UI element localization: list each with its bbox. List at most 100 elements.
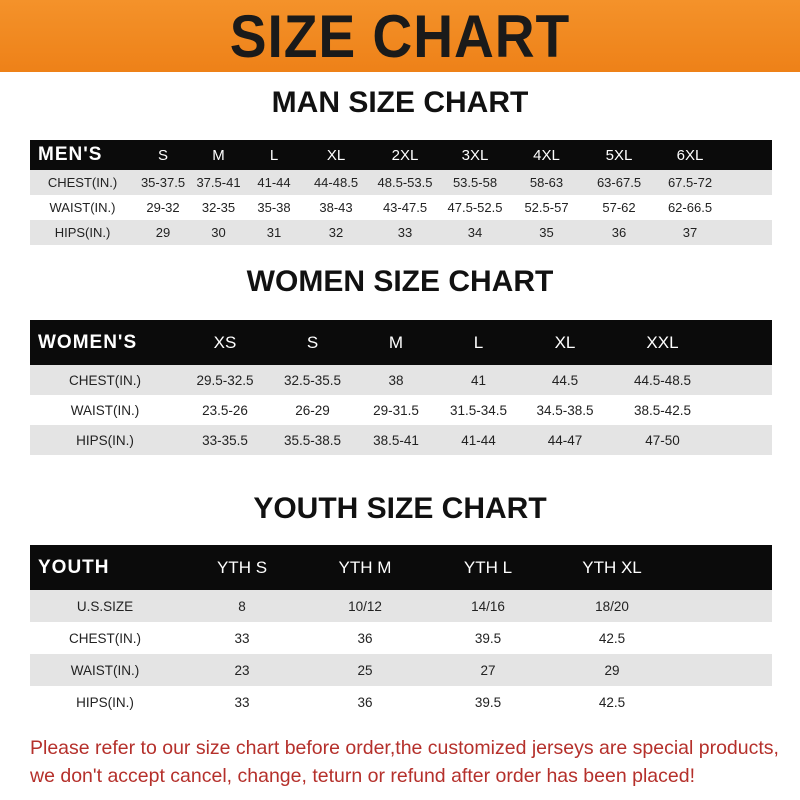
- measurement-cell: 23.5-26: [202, 402, 248, 418]
- header-row: YOUTH YTH S YTH M YTH L YTH XL: [30, 545, 772, 590]
- size-header: 5XL: [605, 146, 633, 164]
- row-label: U.S.SIZE: [76, 598, 134, 614]
- size-header: YTH XL: [582, 557, 642, 577]
- measurement-cell: 32-35: [201, 200, 236, 215]
- measurement-cell: 27: [480, 662, 496, 678]
- size-header: S: [157, 146, 168, 164]
- row-label: HIPS(IN.): [76, 432, 134, 448]
- measurement-cell: 37: [682, 225, 698, 240]
- table-row: CHEST(IN.) 35-37.5 37.5-41 41-44 44-48.5 48.5…: [30, 170, 772, 195]
- size-header: 2XL: [391, 146, 419, 164]
- measurement-cell: 29.5-32.5: [196, 372, 254, 388]
- measurement-cell: 32: [328, 225, 344, 240]
- measurement-cell: 29-32: [146, 200, 180, 215]
- size-header: M: [388, 332, 404, 352]
- measurement-cell: 42.5: [598, 694, 626, 710]
- measurement-cell: 39.5: [474, 694, 502, 710]
- measurement-cell: 62-66.5: [667, 200, 713, 215]
- notice-line-1: Please refer to our size chart before or…: [30, 737, 779, 759]
- table-row: HIPS(IN.) 33-35.5 35.5-38.5 38.5-41 41-44 44-…: [30, 425, 772, 455]
- measurement-cell: 44-48.5: [313, 175, 359, 190]
- measurement-cell: 29: [155, 225, 171, 240]
- youth-size-table: YOUTH YTH S YTH M YTH L YTH XL U.S.SIZE 8 10/12…: [30, 545, 772, 718]
- measurement-cell: 38-43: [319, 200, 353, 215]
- row-label: WAIST(IN.): [70, 402, 140, 418]
- table-row: WAIST(IN.) 23.5-26 26-29 29-31.5 31.5-34.5 34…: [30, 395, 772, 425]
- measurement-cell: 44.5-48.5: [633, 372, 692, 388]
- measurement-cell: 47.5-52.5: [447, 200, 503, 215]
- measurement-cell: 33: [234, 630, 250, 646]
- measurement-cell: 31.5-34.5: [449, 402, 508, 418]
- measurement-cell: 32.5-35.5: [283, 372, 342, 388]
- row-label: HIPS(IN.): [76, 694, 134, 710]
- measurement-cell: 43-47.5: [382, 200, 428, 215]
- measurement-cell: 41-44: [461, 432, 496, 448]
- measurement-cell: 53.5-58: [452, 175, 498, 190]
- measurement-cell: 23: [234, 662, 250, 678]
- header-label: WOMEN'S: [38, 331, 138, 353]
- measurement-cell: 33-35.5: [202, 432, 248, 448]
- measurement-cell: 36: [357, 630, 373, 646]
- header-row: WOMEN'S XS S M L XL XXL: [30, 320, 772, 365]
- size-header: YTH S: [216, 557, 268, 577]
- header-label: MEN'S: [38, 144, 103, 165]
- measurement-cell: 44.5: [551, 372, 579, 388]
- measurement-cell: 25: [357, 662, 373, 678]
- measurement-cell: 52.5-57: [524, 200, 569, 215]
- measurement-cell: 42.5: [598, 630, 626, 646]
- women-title: WOMEN SIZE CHART: [246, 265, 554, 298]
- banner: SIZE CHART: [0, 0, 800, 72]
- table-row: HIPS(IN.) 33 36 39.5 42.5: [30, 686, 772, 718]
- measurement-cell: 58-63: [529, 175, 564, 190]
- notice-line-2: we don't accept cancel, change, teturn o…: [30, 765, 695, 787]
- measurement-cell: 35: [539, 225, 554, 240]
- measurement-cell: 63-67.5: [596, 175, 642, 190]
- size-header: XS: [213, 332, 237, 352]
- banner-title: SIZE CHART: [229, 2, 571, 70]
- measurement-cell: 33: [234, 694, 250, 710]
- size-header: 6XL: [676, 146, 704, 164]
- measurement-cell: 26-29: [295, 402, 330, 418]
- measurement-cell: 14/16: [471, 598, 505, 614]
- row-label: CHEST(IN.): [69, 372, 141, 388]
- youth-title: YOUTH SIZE CHART: [253, 492, 547, 525]
- row-label: WAIST(IN.): [49, 200, 116, 215]
- measurement-cell: 48.5-53.5: [377, 175, 433, 190]
- size-header: L: [269, 146, 279, 164]
- table-row: U.S.SIZE 8 10/12 14/16 18/20: [30, 590, 772, 622]
- table-row: CHEST(IN.) 33 36 39.5 42.5: [30, 622, 772, 654]
- measurement-cell: 57-62: [602, 200, 636, 215]
- men-size-table: MEN'S S M L XL 2XL 3XL 4XL 5XL 6XL CHEST(IN.) 35-37…: [30, 140, 772, 245]
- size-header: 3XL: [461, 146, 489, 164]
- table-row: WAIST(IN.) 23 25 27 29: [30, 654, 772, 686]
- measurement-cell: 37.5-41: [196, 175, 241, 190]
- header-row: MEN'S S M L XL 2XL 3XL 4XL 5XL 6XL: [30, 140, 772, 170]
- measurement-cell: 18/20: [595, 598, 629, 614]
- measurement-cell: 36: [611, 225, 627, 240]
- measurement-cell: 35-37.5: [140, 175, 186, 190]
- measurement-cell: 41-44: [257, 175, 291, 190]
- women-size-table: WOMEN'S XS S M L XL XXL CHEST(IN.) 29.5-32.5 32.5…: [30, 320, 772, 455]
- size-header: XL: [554, 332, 576, 352]
- measurement-cell: 44-47: [547, 432, 583, 448]
- measurement-cell: 41: [470, 372, 487, 388]
- measurement-cell: 29-31.5: [373, 402, 419, 418]
- measurement-cell: 35-38: [257, 200, 291, 215]
- measurement-cell: 38: [388, 372, 404, 388]
- table-row: CHEST(IN.) 29.5-32.5 32.5-35.5 38 41 44.5 44.5…: [30, 365, 772, 395]
- measurement-cell: 35.5-38.5: [283, 432, 342, 448]
- measurement-cell: 31: [266, 225, 282, 240]
- size-header: XL: [326, 146, 346, 164]
- row-label: WAIST(IN.): [70, 662, 140, 678]
- header-label: YOUTH: [38, 556, 110, 578]
- measurement-cell: 8: [238, 598, 246, 614]
- measurement-cell: 33: [397, 225, 413, 240]
- table-row: WAIST(IN.) 29-32 32-35 35-38 38-43 43-47.5 47.…: [30, 195, 772, 220]
- measurement-cell: 10/12: [348, 598, 382, 614]
- row-label: CHEST(IN.): [47, 175, 118, 190]
- size-header: 4XL: [533, 146, 560, 164]
- row-label: CHEST(IN.): [69, 630, 141, 646]
- measurement-cell: 29: [604, 662, 620, 678]
- table-row: HIPS(IN.) 29 30 31 32 33 34 35 36 37: [30, 220, 772, 245]
- measurement-cell: 39.5: [474, 630, 502, 646]
